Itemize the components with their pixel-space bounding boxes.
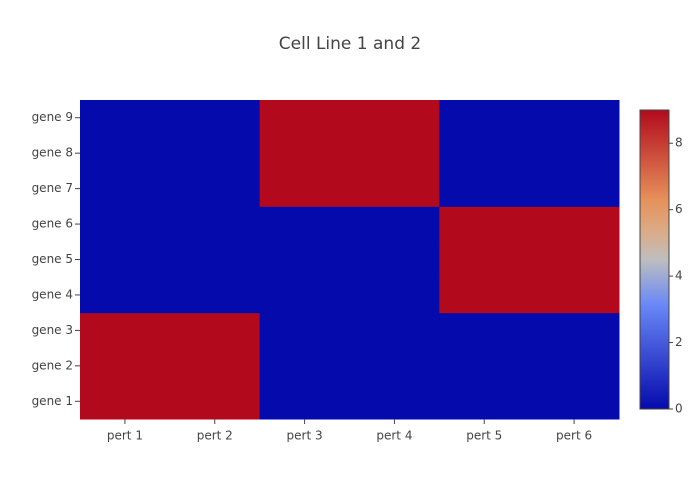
heatmap-cell: [439, 277, 530, 314]
heatmap-cell: [529, 348, 620, 385]
colorbar-tick-label: 2: [675, 335, 683, 349]
heatmap-cell: [349, 348, 440, 385]
heatmap-cell: [169, 383, 261, 420]
y-tick-label: gene 9: [32, 110, 73, 124]
heatmap-cell: [349, 383, 440, 420]
heatmap-cell: [80, 383, 171, 420]
heatmap-cell: [169, 312, 261, 349]
heatmap-cell: [349, 135, 440, 172]
heatmap-cell: [439, 241, 530, 278]
y-tick-label: gene 4: [32, 287, 73, 301]
heatmap-cell: [80, 241, 171, 278]
heatmap-cell: [169, 170, 261, 207]
heatmap-cell: [349, 277, 440, 314]
heatmap-cell: [529, 170, 620, 207]
colorbar-tick-label: 4: [675, 269, 683, 283]
heatmap-cell: [259, 241, 350, 278]
heatmap-cell: [80, 206, 171, 243]
x-tick-label: pert 6: [556, 429, 592, 443]
heatmap-cell: [80, 135, 171, 172]
heatmap-cell: [529, 277, 620, 314]
heatmap-cell: [529, 206, 620, 243]
heatmap-cell: [169, 100, 261, 136]
heatmap-cell: [259, 277, 350, 314]
heatmap-cell: [80, 277, 171, 314]
colorbar-tick-label: 8: [675, 136, 683, 150]
heatmap-cell: [529, 383, 620, 420]
heatmap-cell: [439, 383, 530, 420]
heatmap-cell: [439, 170, 530, 207]
heatmap-cell: [169, 348, 261, 385]
heatmap-cell: [349, 206, 440, 243]
heatmap-cell: [259, 383, 350, 420]
y-tick-label: gene 6: [32, 217, 73, 231]
colorbar: [639, 109, 670, 410]
colorbar-tick-label: 0: [675, 402, 683, 416]
heatmap-cell: [259, 348, 350, 385]
y-tick-label: gene 8: [32, 146, 73, 160]
x-tick-label: pert 5: [466, 429, 502, 443]
heatmap-cell: [529, 135, 620, 172]
heatmap-cell: [80, 348, 171, 385]
y-tick-label: gene 2: [32, 358, 73, 372]
chart-title: Cell Line 1 and 2: [279, 34, 421, 54]
x-tick-label: pert 2: [197, 429, 233, 443]
heatmap-cell: [80, 312, 171, 349]
heatmap-cell: [259, 135, 350, 172]
heatmap-cell: [349, 170, 440, 207]
y-tick-label: gene 3: [32, 323, 73, 337]
heatmap-cell: [259, 206, 350, 243]
x-tick-label: pert 1: [107, 429, 143, 443]
heatmap-cell: [529, 241, 620, 278]
y-tick-label: gene 5: [32, 252, 73, 266]
heatmap-cell: [169, 277, 261, 314]
heatmap-cell: [439, 206, 530, 243]
colorbar-tick-label: 6: [675, 202, 683, 216]
heatmap-cell: [259, 100, 350, 136]
heatmap-cell: [169, 206, 261, 243]
heatmap-cell: [259, 170, 350, 207]
heatmap-cell: [349, 241, 440, 278]
y-tick-label: gene 1: [32, 394, 73, 408]
heatmap-cell: [349, 312, 440, 349]
heatmap-cell: [529, 312, 620, 349]
heatmap-cell: [349, 100, 440, 136]
heatmap-cell: [169, 241, 261, 278]
heatmap-cell: [439, 135, 530, 172]
heatmap-cell: [169, 135, 261, 172]
x-tick-label: pert 3: [287, 429, 323, 443]
heatmap-cell: [80, 170, 171, 207]
heatmap-cell: [439, 100, 530, 136]
heatmap-cell: [439, 312, 530, 349]
x-tick-label: pert 4: [376, 429, 412, 443]
heatmap-cell: [259, 312, 350, 349]
heatmap-cell: [529, 100, 620, 136]
heatmap-cell: [439, 348, 530, 385]
y-tick-label: gene 7: [32, 181, 73, 195]
heatmap-cell: [80, 100, 171, 136]
